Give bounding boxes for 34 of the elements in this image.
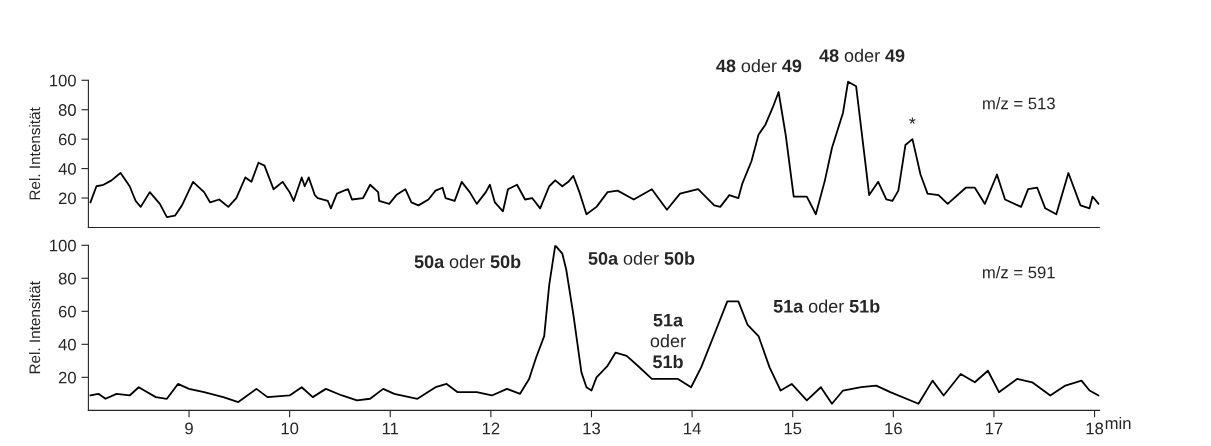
y-tick-label: 40	[58, 162, 76, 175]
y-tick-label: 20	[58, 192, 76, 205]
x-tick-label: 15	[784, 422, 802, 435]
y-tick-label: 40	[58, 338, 76, 351]
y-tick-label: 60	[58, 305, 76, 318]
annotation: 50a oder 50b	[414, 254, 521, 269]
x-tick-label: 14	[684, 422, 701, 435]
y-tick-label: 60	[58, 133, 76, 146]
x-tick-label: 13	[583, 422, 601, 435]
annotation: 50a oder 50b	[588, 251, 695, 265]
x-tick-label: 10	[281, 422, 299, 435]
x-tick-label: 16	[885, 422, 902, 435]
y-axis-title: Rel. Intensität	[29, 281, 41, 374]
x-tick-label: 18	[1086, 422, 1104, 435]
y-tick-label: 80	[58, 272, 76, 285]
line-series	[89, 80, 1100, 219]
text: 48 oder 49	[819, 48, 905, 62]
y-tick-label: 80	[58, 104, 76, 116]
y-tick-label: 100	[50, 239, 76, 252]
text: 48 oder 49	[716, 59, 802, 73]
x-tick-label: 9	[185, 422, 193, 435]
y-tick-label: 20	[58, 371, 76, 384]
annotation: *	[909, 117, 916, 124]
annotation: 51a oder 51b	[650, 313, 686, 369]
y-tick-label: 100	[50, 74, 76, 87]
x-tick-label: 11	[382, 422, 399, 435]
x-axis-title: min	[1105, 416, 1131, 429]
x-tick-label: 12	[482, 422, 500, 435]
annotation: m/z = 591	[982, 266, 1055, 279]
line-series	[89, 245, 1100, 405]
y-axis-title: Rel. Intensität	[29, 107, 41, 200]
x-tick-label: 17	[985, 422, 1003, 435]
annotation: 51a oder 51b	[773, 299, 880, 313]
annotation: m/z = 513	[983, 97, 1055, 110]
